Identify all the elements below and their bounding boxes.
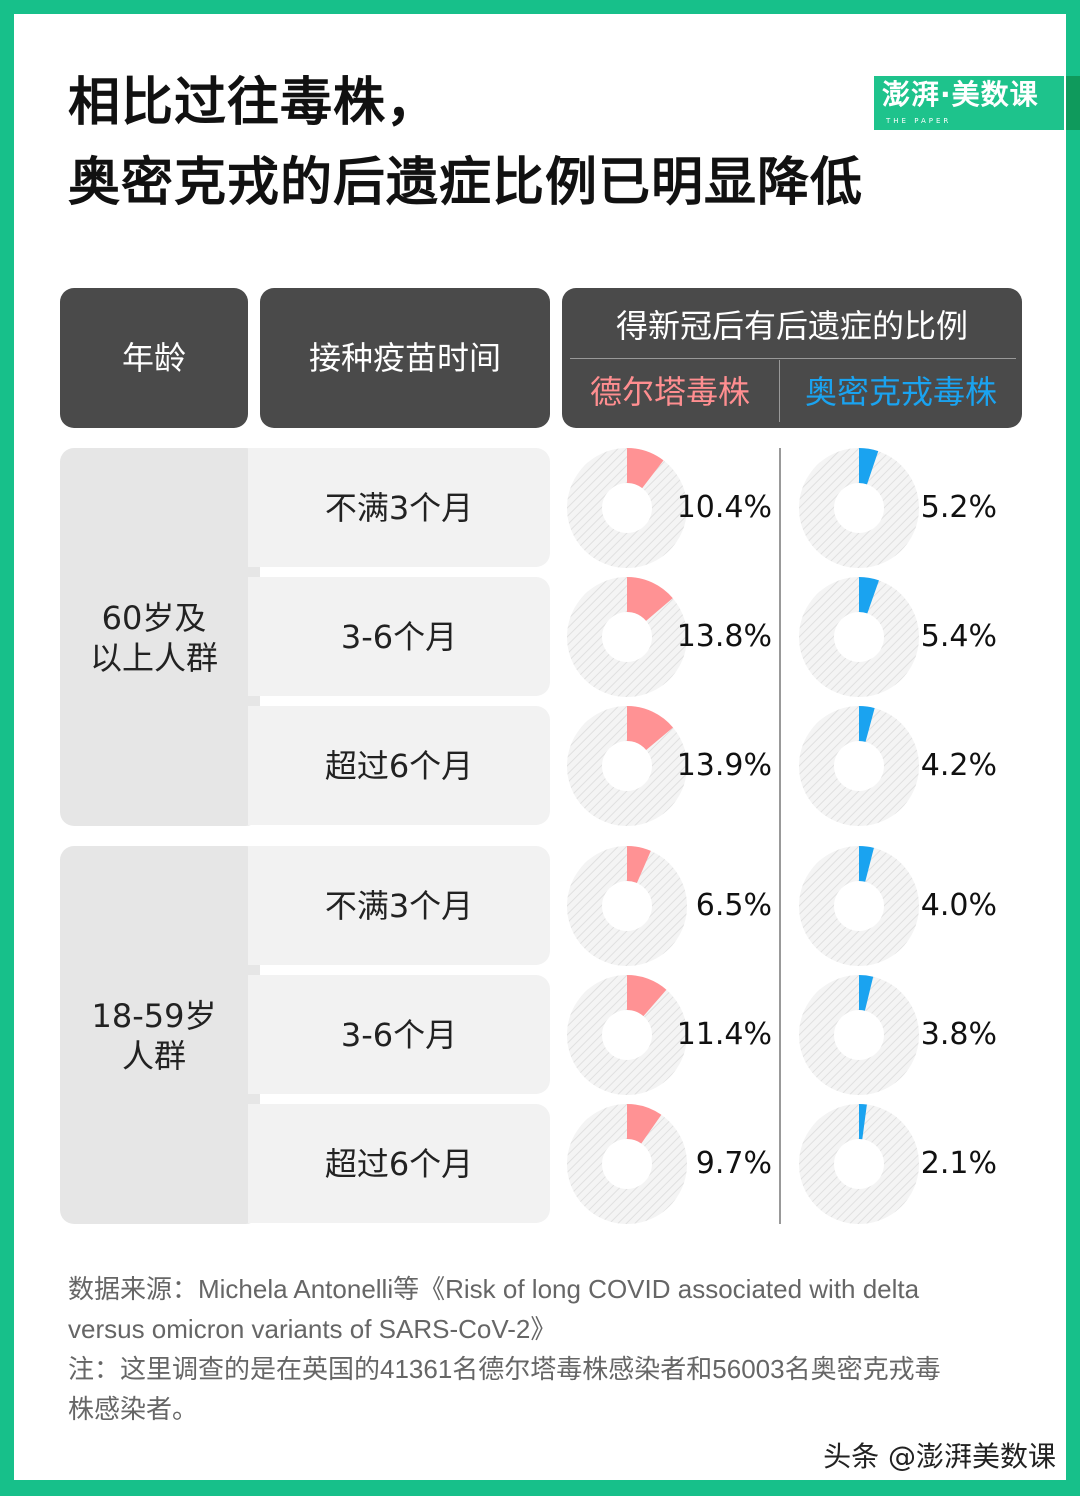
donut-slice: [859, 1104, 867, 1140]
vaccine-time-label: 不满3个月: [324, 489, 474, 527]
age-group-cell: 60岁及 以上人群: [60, 448, 260, 826]
omicron-value: 5.4%: [920, 619, 997, 654]
donut-slice: [627, 975, 667, 1017]
donut-slice: [627, 1104, 662, 1144]
vaccine-time-label: 3-6个月: [340, 618, 458, 656]
vaccine-time-cell: 不满3个月: [248, 846, 550, 965]
delta-value: 10.4%: [676, 490, 772, 525]
vaccine-time-cell: 3-6个月: [248, 975, 550, 1094]
vaccine-time-label: 不满3个月: [324, 887, 474, 925]
age-group-label: 60岁及: [101, 599, 207, 637]
vaccine-time-label: 超过6个月: [324, 1145, 474, 1183]
delta-value: 6.5%: [695, 888, 772, 923]
delta-value: 13.9%: [676, 748, 772, 783]
source-note-2: versus omicron variants of SARS-CoV-2》: [68, 1314, 557, 1344]
header-col-divider: [779, 360, 780, 422]
donut-ring: [799, 846, 919, 966]
delta-donut: [567, 448, 687, 568]
delta-value: 11.4%: [676, 1017, 772, 1052]
donut-slice: [627, 577, 673, 621]
omicron-donut: [799, 1104, 919, 1224]
donut-slice: [627, 706, 673, 750]
header-vaccine: 接种疫苗时间: [260, 288, 550, 428]
title-line-2: 奥密克戎的后遗症比例已明显降低: [68, 153, 864, 213]
footnote-1: 注：这里调查的是在英国的41361名德尔塔毒株感染者和56003名奥密克戎毒: [68, 1354, 941, 1384]
donut-ring: [567, 975, 687, 1095]
source-note-1: 数据来源：Michela Antonelli等《Risk of long COV…: [68, 1274, 920, 1304]
logo-subtext: THE PAPER: [886, 117, 952, 125]
header-ratio-label: 得新冠后有后遗症的比例: [615, 307, 968, 345]
delta-donut: [567, 846, 687, 966]
title-line-1: 相比过往毒株，: [68, 73, 440, 133]
delta-value: 9.7%: [695, 1146, 772, 1181]
omicron-value: 5.2%: [920, 490, 997, 525]
header-age: 年龄: [60, 288, 248, 428]
donut-slice: [859, 975, 874, 1011]
header-ratio: 得新冠后有后遗症的比例 德尔塔毒株 奥密克戎毒株: [562, 288, 1022, 428]
donut-ring: [799, 577, 919, 697]
header-divider: [570, 358, 1016, 359]
donut-slice: [859, 706, 875, 742]
logo-strip: [1066, 76, 1080, 130]
logo-text: 澎湃·美数课: [882, 78, 1039, 111]
donut-ring: [799, 1104, 919, 1224]
omicron-value: 3.8%: [920, 1017, 997, 1052]
vaccine-time-label: 3-6个月: [340, 1016, 458, 1054]
vaccine-time-cell: 超过6个月: [248, 706, 550, 825]
delta-donut: [567, 577, 687, 697]
age-group-label: 以上人群: [89, 639, 218, 677]
vaccine-time-cell: 超过6个月: [248, 1104, 550, 1223]
age-group-label: 人群: [121, 1037, 186, 1075]
omicron-donut: [799, 706, 919, 826]
vaccine-time-cell: 3-6个月: [248, 577, 550, 696]
omicron-donut: [799, 846, 919, 966]
delta-donut: [567, 1104, 687, 1224]
legend-omicron: 奥密克戎毒株: [804, 373, 997, 411]
donut-slice: [627, 448, 664, 489]
donut-ring: [799, 448, 919, 568]
header-age-label: 年龄: [121, 339, 186, 377]
delta-value: 13.8%: [676, 619, 772, 654]
donut-slice: [859, 577, 879, 614]
age-group-cell: 18-59岁 人群: [60, 846, 260, 1224]
donut-ring: [799, 975, 919, 1095]
donut-ring: [567, 448, 687, 568]
watermark: 头条 @澎湃美数课: [823, 1440, 1056, 1473]
delta-donut: [567, 975, 687, 1095]
vaccine-time-label: 超过6个月: [324, 747, 474, 785]
donut-ring: [567, 1104, 687, 1224]
brand-logo: 澎湃·美数课 THE PAPER: [874, 76, 1064, 130]
donut-slice: [627, 846, 651, 884]
omicron-donut: [799, 577, 919, 697]
vaccine-time-cell: 不满3个月: [248, 448, 550, 567]
column-divider: [779, 448, 781, 1224]
omicron-donut: [799, 975, 919, 1095]
legend-delta: 德尔塔毒株: [589, 373, 750, 411]
donut-slice: [859, 448, 879, 485]
footnote-2: 株感染者。: [68, 1394, 199, 1424]
delta-donut: [567, 706, 687, 826]
omicron-value: 4.0%: [920, 888, 997, 923]
donut-ring: [799, 706, 919, 826]
omicron-value: 4.2%: [920, 748, 997, 783]
header-vaccine-label: 接种疫苗时间: [308, 339, 501, 377]
omicron-donut: [799, 448, 919, 568]
age-group-label: 18-59岁: [91, 997, 217, 1035]
donut-ring: [567, 846, 687, 966]
donut-slice: [859, 846, 874, 882]
omicron-value: 2.1%: [920, 1146, 997, 1181]
